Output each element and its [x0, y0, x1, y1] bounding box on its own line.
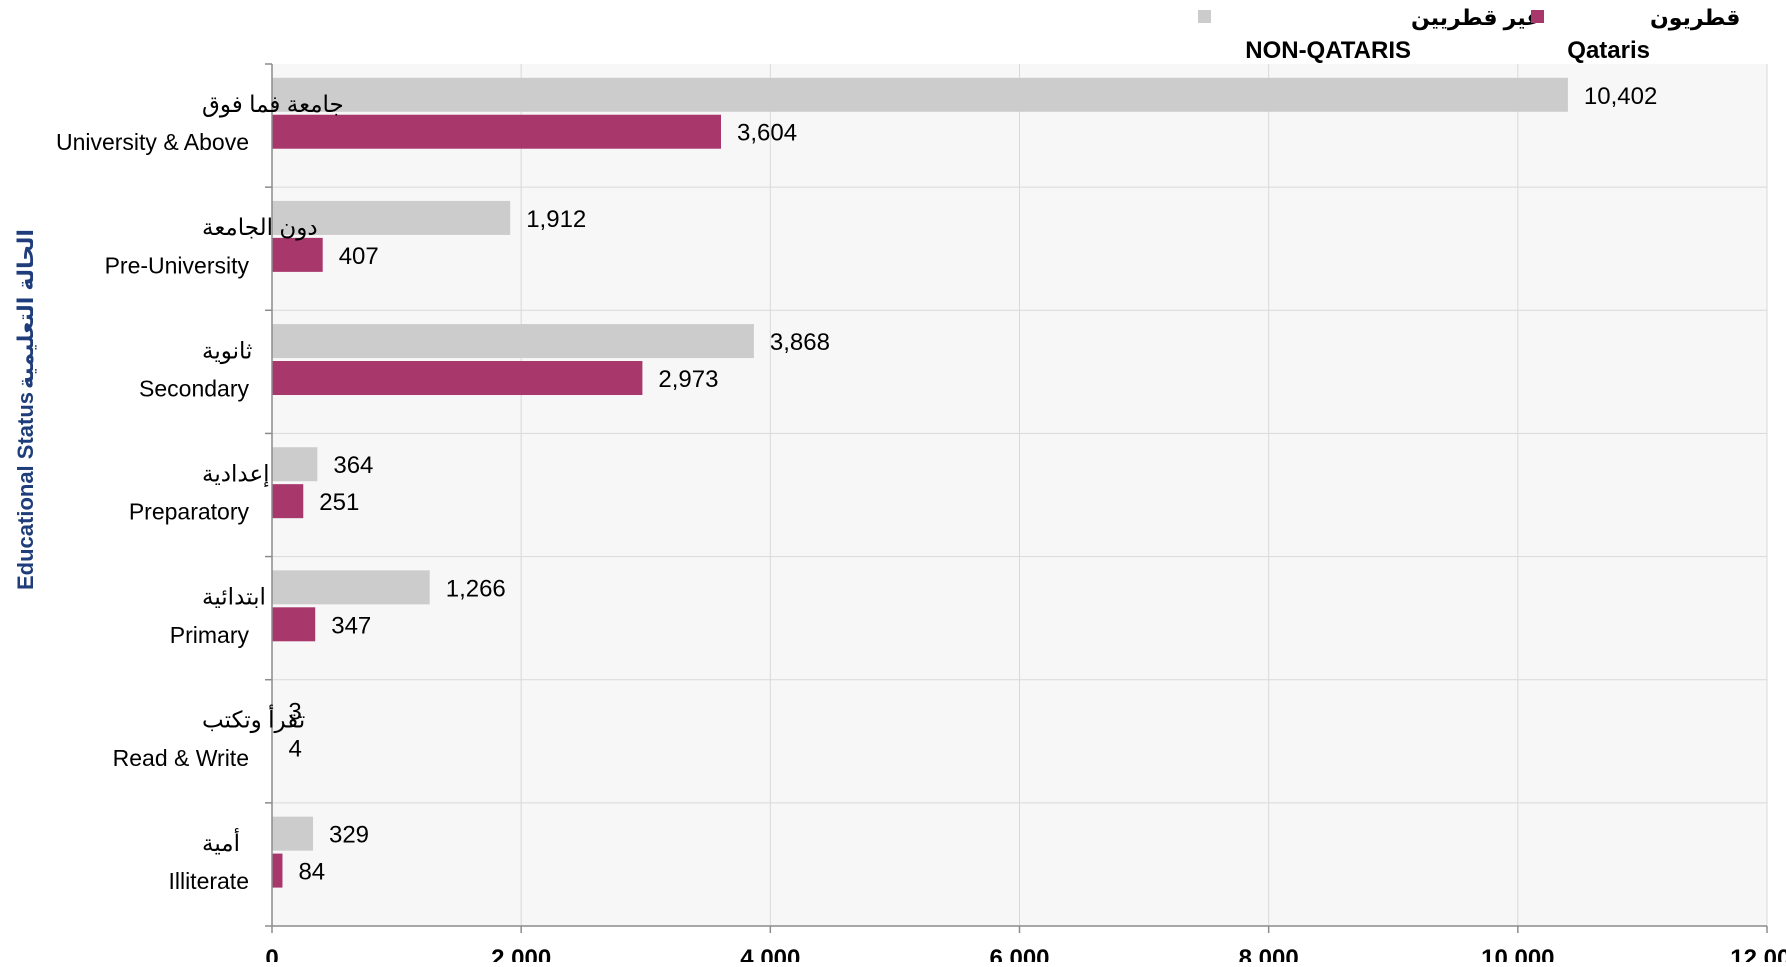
- data-label-qataris: 4: [288, 735, 301, 762]
- x-tick-label: 12,000: [1730, 945, 1786, 962]
- x-tick-label: 8,000: [1239, 945, 1299, 962]
- bar-qataris: [272, 115, 721, 149]
- data-label-qataris: 251: [319, 489, 359, 516]
- legend-swatch-non-qataris: [1198, 10, 1211, 23]
- category-label-english: Illiterate: [168, 868, 249, 894]
- data-label-qataris: 84: [298, 859, 325, 886]
- legend-label-qataris-english: Qataris: [1567, 37, 1650, 64]
- legend-label-qataris-arabic: قطريون: [1650, 5, 1740, 31]
- bar-non-qataris: [272, 447, 317, 481]
- bar-qataris: [272, 854, 282, 888]
- category-label-arabic: إعدادية: [202, 460, 270, 487]
- category-label-english: Preparatory: [129, 499, 250, 525]
- category-label-arabic: جامعة فما فوق: [202, 91, 344, 118]
- y-axis-title-english: Educational Status: [13, 392, 38, 590]
- data-label-qataris: 2,973: [658, 366, 718, 393]
- bar-non-qataris: [272, 817, 313, 851]
- data-label-non-qataris: 329: [329, 822, 369, 849]
- data-label-non-qataris: 1,266: [446, 575, 506, 602]
- x-tick-label: 6,000: [989, 945, 1049, 962]
- bar-non-qataris: [272, 570, 430, 604]
- data-label-qataris: 3,604: [737, 120, 797, 147]
- bar-non-qataris: [272, 324, 754, 358]
- data-label-non-qataris: 1,912: [526, 206, 586, 233]
- category-label-arabic: تقرأ وتكتب: [202, 705, 305, 734]
- bar-qataris: [272, 361, 642, 395]
- bar-qataris: [272, 484, 303, 518]
- category-label-english: Read & Write: [113, 745, 249, 771]
- data-label-non-qataris: 364: [333, 452, 373, 479]
- x-tick-label: 0: [265, 945, 278, 962]
- data-label-qataris: 347: [331, 612, 371, 639]
- category-label-arabic: أمية: [202, 828, 240, 856]
- bar-qataris: [272, 607, 315, 641]
- x-tick-label: 4,000: [740, 945, 800, 962]
- category-label-arabic: ثانوية: [202, 337, 252, 364]
- category-label-english: Pre-University: [105, 252, 250, 278]
- x-tick-label: 2,000: [491, 945, 551, 962]
- category-label-english: Secondary: [139, 375, 249, 401]
- category-label-arabic: دون الجامعة: [202, 214, 318, 241]
- category-label-english: University & Above: [56, 129, 249, 155]
- bar-qataris: [272, 238, 323, 272]
- legend-swatch-qataris: [1531, 10, 1544, 23]
- bar-non-qataris: [272, 78, 1568, 112]
- category-label-arabic: ابتدائية: [202, 584, 266, 610]
- category-label-english: Primary: [170, 622, 250, 648]
- y-axis-title-arabic: الحالة التعليمية: [13, 229, 38, 389]
- data-label-non-qataris: 10,402: [1584, 83, 1657, 110]
- data-label-qataris: 407: [339, 243, 379, 270]
- x-tick-label: 10,000: [1481, 945, 1554, 962]
- legend-label-non-qataris-english: NON-QATARIS: [1245, 37, 1411, 64]
- legend-label-non-qataris-arabic: غير قطريين: [1411, 5, 1541, 31]
- data-label-non-qataris: 3,868: [770, 329, 830, 356]
